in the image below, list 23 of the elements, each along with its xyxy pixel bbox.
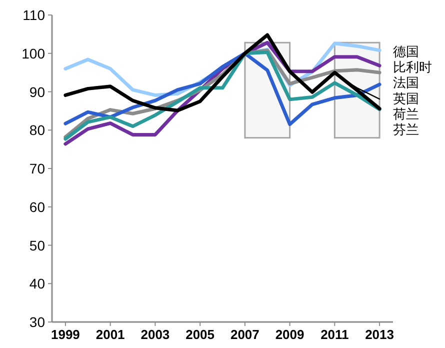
y-tick-label: 30 <box>29 314 46 330</box>
text: 荷兰 <box>393 106 419 122</box>
y-tick-label: 70 <box>29 160 46 176</box>
x-tick-label: 2013 <box>365 327 394 342</box>
x-tick-label: 2011 <box>320 327 349 342</box>
x-tick-label: 2005 <box>186 327 215 342</box>
x-tick-label: 1999 <box>51 327 80 342</box>
y-tick-label: 40 <box>29 276 46 292</box>
y-tick-label: 50 <box>29 237 46 254</box>
text: 芬兰 <box>393 122 419 137</box>
x-tick-label: 2001 <box>96 327 125 342</box>
x-tick-label: 2007 <box>230 327 260 342</box>
y-tick-label: 100 <box>22 45 46 62</box>
x-tick-label: 2009 <box>275 327 304 342</box>
text: 法国 <box>393 75 419 90</box>
y-tick-label: 110 <box>22 7 46 23</box>
y-tick-label: 60 <box>29 198 46 215</box>
text: 比利时 <box>393 60 432 75</box>
text: 德国 <box>393 44 419 59</box>
y-tick-label: 80 <box>29 122 46 138</box>
y-tick-label: 90 <box>29 84 46 100</box>
x-tick-label: 2003 <box>140 327 170 342</box>
text: 英国 <box>393 90 419 106</box>
